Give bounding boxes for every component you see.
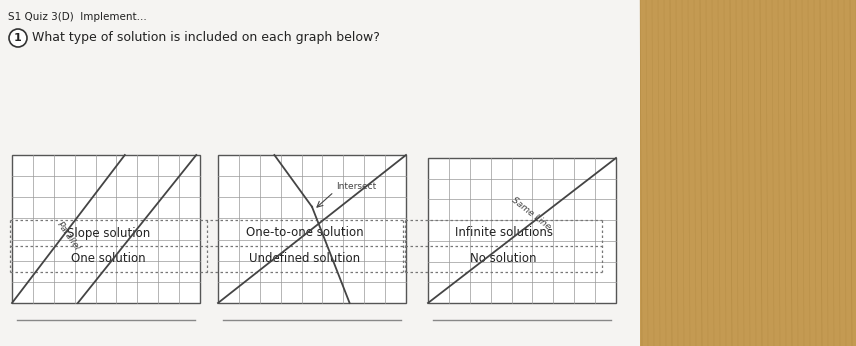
- Text: One-to-one solution: One-to-one solution: [247, 227, 364, 239]
- Bar: [12, 155, 200, 303]
- Text: Infinite solutions: Infinite solutions: [455, 227, 553, 239]
- Text: Slope solution: Slope solution: [67, 227, 150, 239]
- Bar: [640, 0, 856, 346]
- Text: Intersect: Intersect: [336, 182, 377, 191]
- Bar: [218, 155, 406, 303]
- Text: What type of solution is included on each graph below?: What type of solution is included on eac…: [32, 31, 380, 45]
- Circle shape: [9, 29, 27, 47]
- Text: One solution: One solution: [71, 253, 146, 265]
- Text: Parallel: Parallel: [56, 220, 81, 253]
- Bar: [428, 158, 616, 303]
- Text: Same Line: Same Line: [510, 195, 553, 231]
- Text: Undefined solution: Undefined solution: [249, 253, 360, 265]
- Text: 1: 1: [15, 33, 22, 43]
- Text: No solution: No solution: [471, 253, 537, 265]
- Text: S1 Quiz 3(D)  Implement...: S1 Quiz 3(D) Implement...: [8, 12, 146, 22]
